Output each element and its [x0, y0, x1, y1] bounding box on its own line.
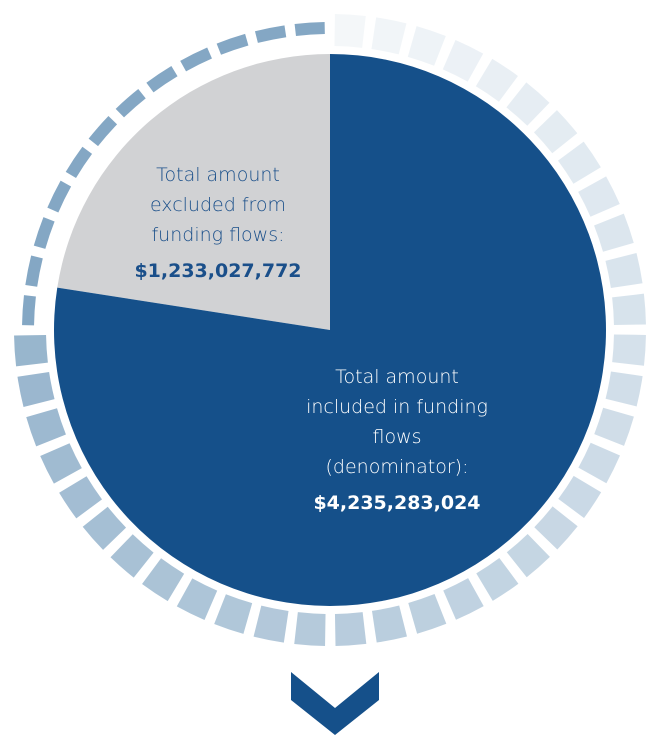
pie [53, 54, 607, 606]
ring-segment [534, 506, 578, 550]
ring-segment [612, 334, 646, 366]
ring-segment [17, 371, 55, 407]
ring-segment [294, 22, 325, 36]
ring-segment [254, 25, 287, 43]
ring-segment [371, 17, 407, 55]
slice-value: $1,233,027,772 [134, 260, 302, 282]
ring-segment [476, 558, 519, 601]
ring-segment [65, 146, 93, 178]
ring-segment [443, 578, 484, 620]
ring-segment [506, 533, 550, 578]
ring-segment [33, 217, 55, 249]
ring-segment [22, 295, 36, 326]
ring-segment [176, 578, 218, 621]
ring-segment [180, 47, 212, 72]
ring-segment [26, 408, 66, 447]
pie-slice [57, 54, 331, 330]
decorative-ring [14, 14, 646, 646]
ring-segment [214, 594, 253, 634]
ring-segment [294, 612, 326, 646]
ring-segment [578, 442, 621, 484]
down-arrow [291, 672, 379, 735]
ring-segment [558, 141, 601, 184]
slice-label: Total amount included in funding flows (… [300, 362, 494, 518]
slice-value: $4,235,283,024 [313, 492, 481, 514]
ring-segment [253, 605, 289, 643]
ring-segment [82, 506, 127, 550]
ring-segment [59, 476, 102, 519]
ring-segment [334, 14, 366, 48]
ring-segment [88, 116, 118, 147]
ring-segment [334, 612, 367, 646]
ring-segment [40, 443, 82, 484]
ring-segment [594, 407, 634, 446]
ring-segment [115, 88, 146, 118]
ring-segment [558, 475, 602, 518]
ring-segment [371, 605, 407, 643]
slice-category: Total amount included in funding flows (… [306, 366, 488, 478]
ring-segment [442, 39, 484, 82]
ring-segment [605, 253, 643, 289]
ring-segment [605, 371, 643, 407]
ring-segment [142, 558, 185, 602]
pie-slice [53, 54, 607, 606]
ring-segment [475, 58, 518, 102]
ring-segment [408, 594, 447, 634]
ring-segment [14, 334, 48, 367]
slice-label: Total amount excluded from funding flows… [128, 160, 308, 286]
ring-segment [594, 213, 634, 252]
ring-segment [47, 180, 72, 213]
ring-segment [612, 293, 646, 326]
slice-category: Total amount excluded from funding flows… [149, 164, 287, 246]
ring-segment [146, 65, 178, 93]
ring-segment [25, 255, 43, 287]
ring-segment [110, 534, 154, 578]
ring-segment [578, 176, 620, 217]
ring-segment [216, 33, 249, 55]
ring-segment [533, 110, 578, 154]
ring-segment [407, 26, 446, 66]
ring-segment [506, 82, 550, 126]
